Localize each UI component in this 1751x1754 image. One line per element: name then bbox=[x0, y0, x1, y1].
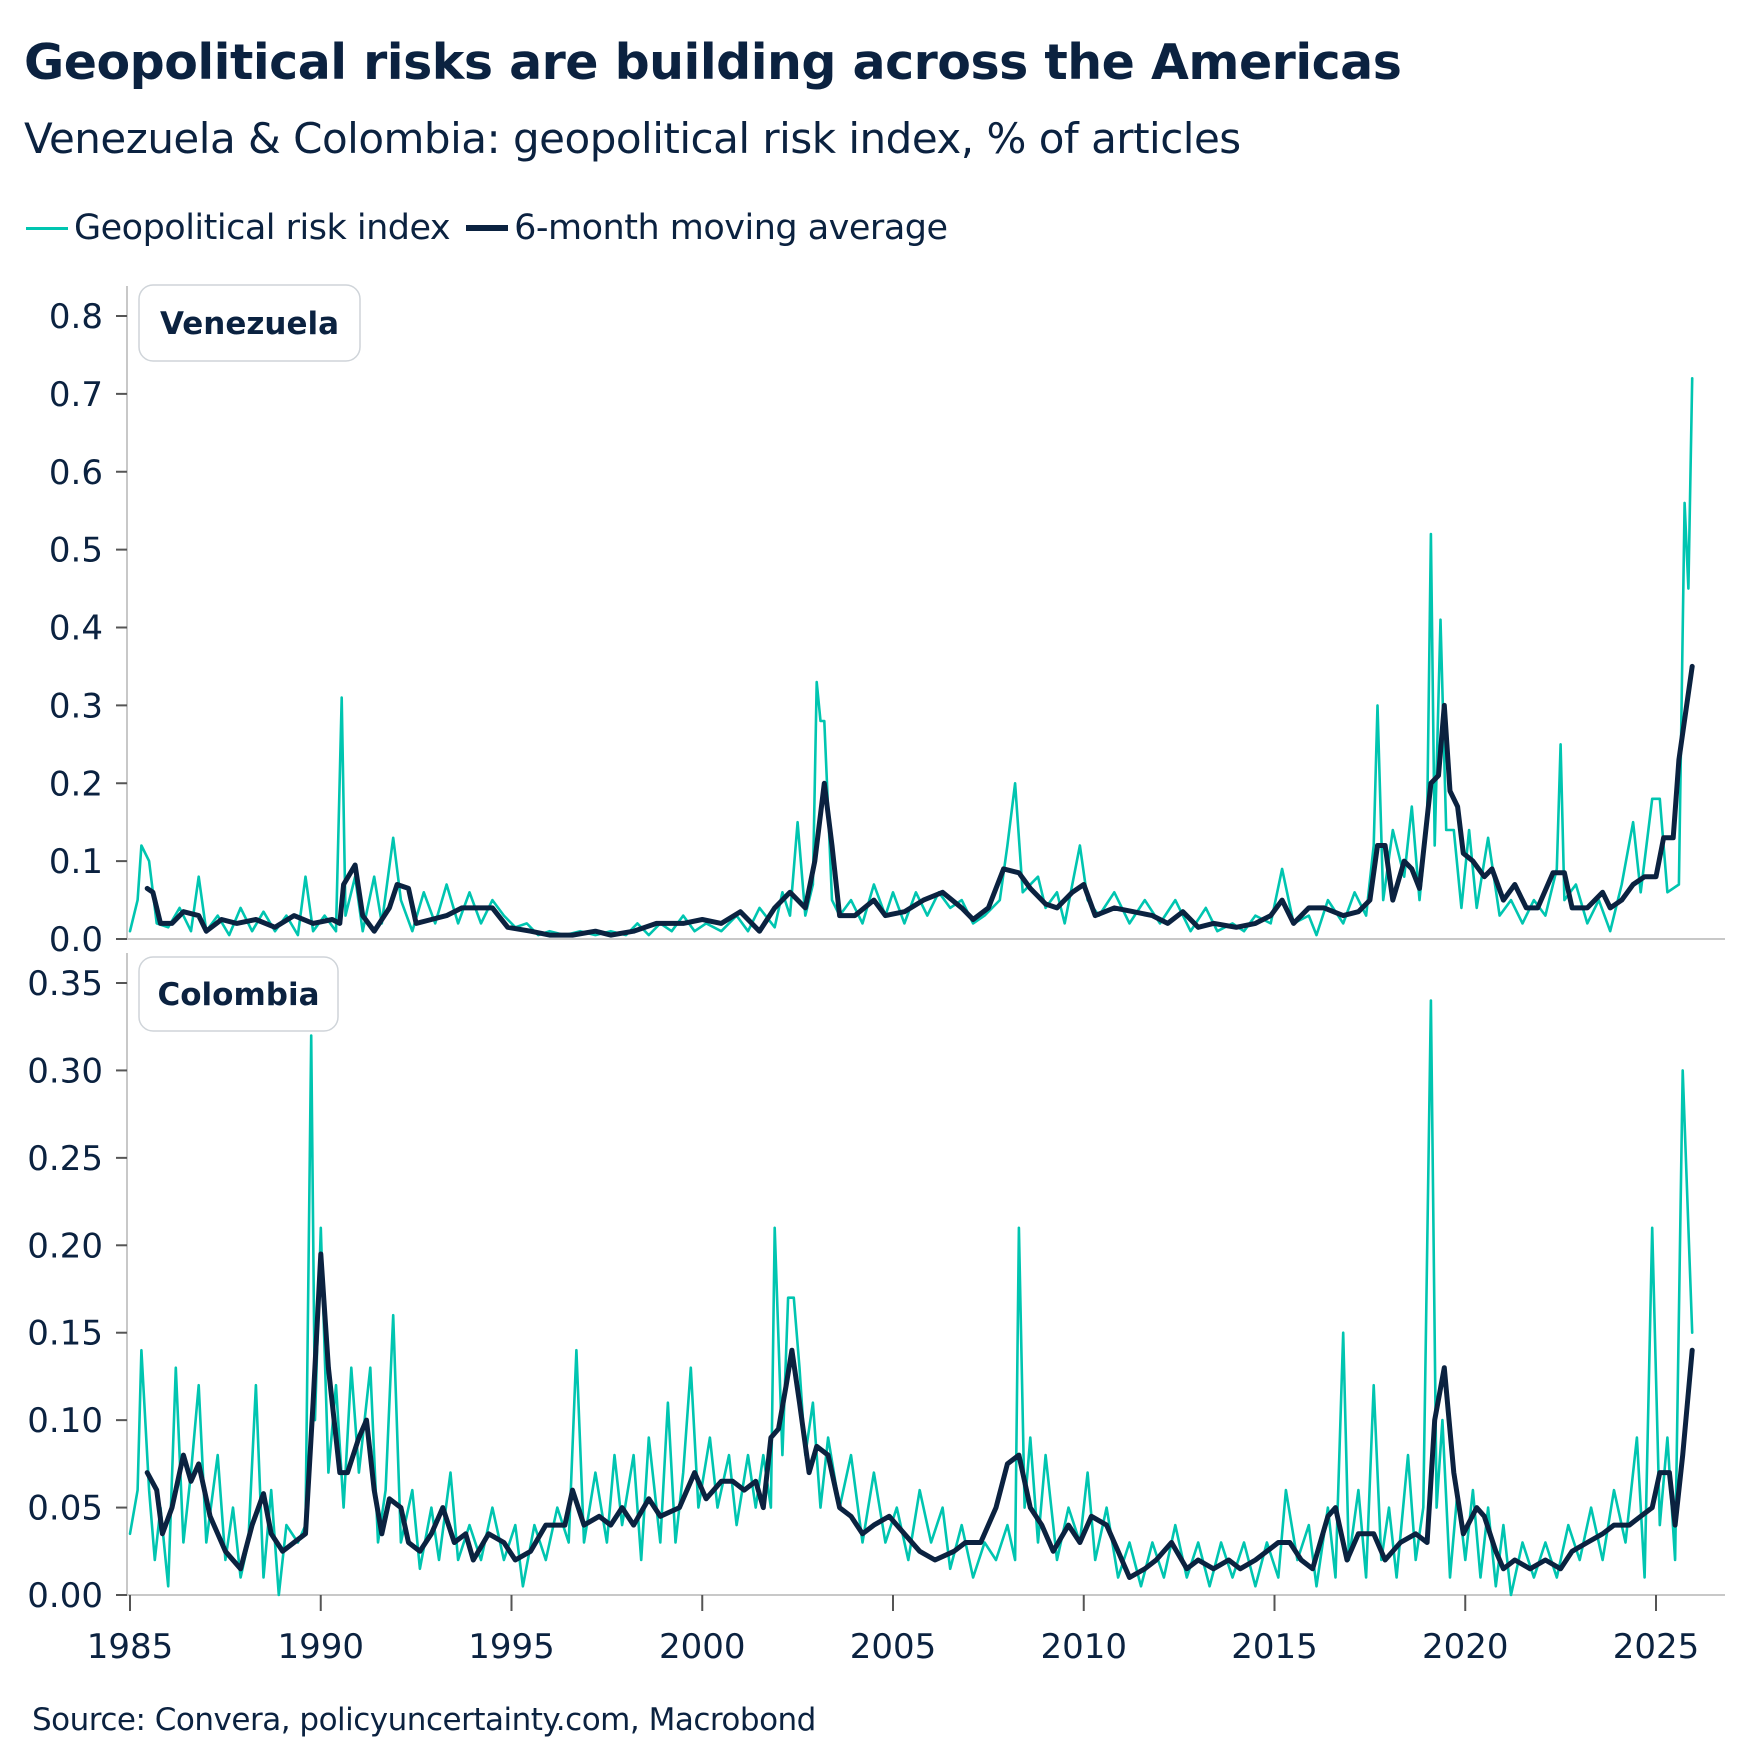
series-moving-average-line-colombia bbox=[144, 1251, 1695, 1580]
y-tick-label: 0.2 bbox=[49, 764, 103, 804]
legend: Geopolitical risk index 6-month moving a… bbox=[26, 208, 964, 248]
y-tick-label: 0.15 bbox=[27, 1314, 103, 1354]
panel-colombia: 0.00 0.05 0.10 0.15 0.20 0.25 0.30 0.35 Colombia bbox=[27, 953, 1725, 1616]
y-tick-label: 0.8 bbox=[49, 297, 103, 337]
series-index-line-colombia bbox=[128, 999, 1694, 1597]
panel-label: Venezuela bbox=[160, 306, 339, 342]
y-tick-label: 0.25 bbox=[27, 1139, 103, 1179]
y-tick-label: 0.5 bbox=[49, 531, 103, 571]
panel-label: Colombia bbox=[157, 977, 319, 1013]
legend-label-index: Geopolitical risk index bbox=[74, 208, 451, 248]
legend-item-index: Geopolitical risk index bbox=[26, 208, 451, 248]
y-tick-label: 0.10 bbox=[27, 1401, 103, 1441]
x-tick-label: 2000 bbox=[659, 1627, 746, 1667]
x-tick-label: 2015 bbox=[1231, 1627, 1318, 1667]
y-tick-label: 0.6 bbox=[49, 453, 103, 493]
legend-item-moving-average: 6-month moving average bbox=[466, 208, 948, 248]
panel-venezuela: 0.0 0.1 0.2 0.3 0.4 0.5 0.6 0.7 0.8 Venezuela bbox=[49, 284, 1725, 960]
y-tick-label: 0.30 bbox=[27, 1051, 103, 1091]
series-moving-average-line-venezuela bbox=[144, 663, 1695, 938]
x-tick-label: 1990 bbox=[277, 1627, 364, 1667]
legend-label-moving-average: 6-month moving average bbox=[514, 208, 948, 248]
x-tick-label: 2005 bbox=[850, 1627, 937, 1667]
y-tick-label: 0.20 bbox=[27, 1226, 103, 1266]
y-tick-label: 0.0 bbox=[49, 920, 103, 960]
y-tick-label: 0.3 bbox=[49, 686, 103, 726]
source-note: Source: Convera, policyuncertainty.com, … bbox=[32, 1702, 816, 1738]
series-index-line-venezuela bbox=[128, 377, 1694, 937]
y-tick-label: 0.05 bbox=[27, 1489, 103, 1529]
y-tick-label: 0.00 bbox=[27, 1576, 103, 1616]
chart-title: Geopolitical risks are building across t… bbox=[24, 34, 1402, 91]
x-tick-label: 1985 bbox=[87, 1627, 174, 1667]
chart-subtitle: Venezuela & Colombia: geopolitical risk … bbox=[24, 114, 1241, 163]
y-tick-label: 0.35 bbox=[27, 964, 103, 1004]
x-tick-label: 1995 bbox=[468, 1627, 555, 1667]
legend-swatch-index bbox=[26, 226, 68, 230]
legend-swatch-moving-average bbox=[466, 225, 509, 231]
y-tick-label: 0.4 bbox=[49, 609, 103, 649]
x-tick-label: 2020 bbox=[1422, 1627, 1509, 1667]
panel-label-box bbox=[138, 956, 339, 1032]
x-tick-label: 2010 bbox=[1040, 1627, 1127, 1667]
y-tick-label: 0.7 bbox=[49, 375, 103, 415]
panel-label-box bbox=[138, 284, 361, 362]
y-tick-label: 0.1 bbox=[49, 842, 103, 882]
x-tick-label: 2025 bbox=[1613, 1627, 1700, 1667]
